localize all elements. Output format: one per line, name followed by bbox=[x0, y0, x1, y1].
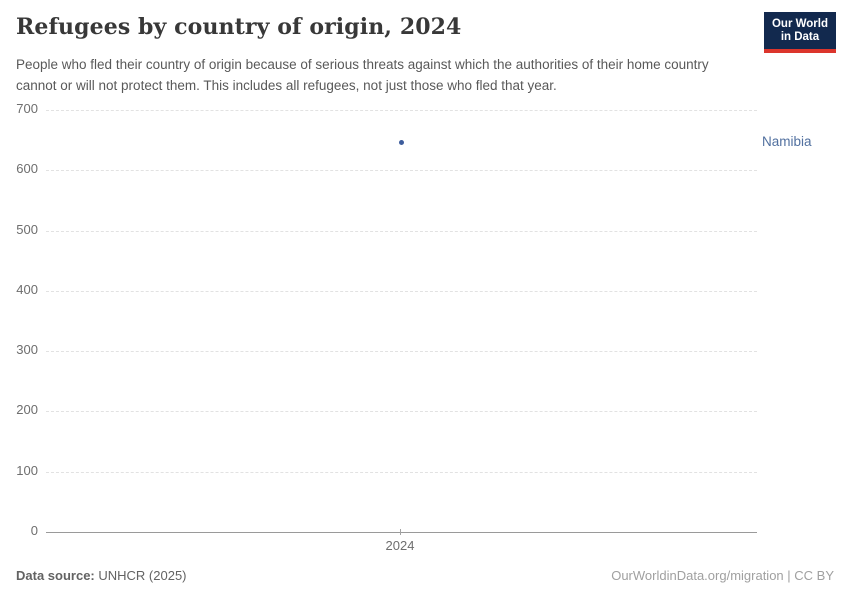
x-axis-tick bbox=[400, 529, 401, 535]
data-source-value: UNHCR (2025) bbox=[98, 568, 187, 583]
y-axis-tick-label: 600 bbox=[16, 161, 38, 177]
y-axis-tick-label: 500 bbox=[16, 221, 38, 237]
x-axis-line bbox=[46, 532, 757, 533]
y-gridline bbox=[46, 351, 757, 353]
y-axis-tick-label: 100 bbox=[16, 462, 38, 478]
y-gridline bbox=[46, 471, 757, 473]
page-title: Refugees by country of origin, 2024 bbox=[16, 14, 462, 40]
x-axis-tick-label: 2024 bbox=[385, 538, 415, 553]
y-gridline bbox=[46, 411, 757, 413]
y-gridline bbox=[46, 170, 757, 172]
y-gridline bbox=[46, 290, 757, 292]
data-point[interactable] bbox=[398, 140, 404, 146]
data-source-label: Data source: bbox=[16, 568, 95, 583]
chart-subtitle: People who fled their country of origin … bbox=[16, 57, 709, 93]
entity-label[interactable]: Namibia bbox=[762, 133, 812, 149]
attribution-link[interactable]: OurWorldinData.org/migration | CC BY bbox=[611, 568, 834, 583]
owid-logo-line1: Our World bbox=[771, 18, 828, 30]
y-axis-tick-label: 200 bbox=[16, 402, 38, 418]
y-axis-tick-label: 700 bbox=[16, 101, 38, 116]
owid-logo[interactable]: Our World in Data bbox=[763, 12, 836, 53]
y-gridline bbox=[46, 230, 757, 232]
y-axis-tick-label: 300 bbox=[16, 342, 38, 358]
chart-footer: Data source: UNHCR (2025) OurWorldinData… bbox=[16, 568, 834, 583]
data-source: Data source: UNHCR (2025) bbox=[16, 568, 187, 583]
owid-logo-line2: in Data bbox=[780, 31, 820, 43]
y-axis-tick-label: 0 bbox=[30, 523, 38, 538]
y-gridline bbox=[46, 110, 757, 111]
y-axis-tick-label: 400 bbox=[16, 281, 38, 297]
